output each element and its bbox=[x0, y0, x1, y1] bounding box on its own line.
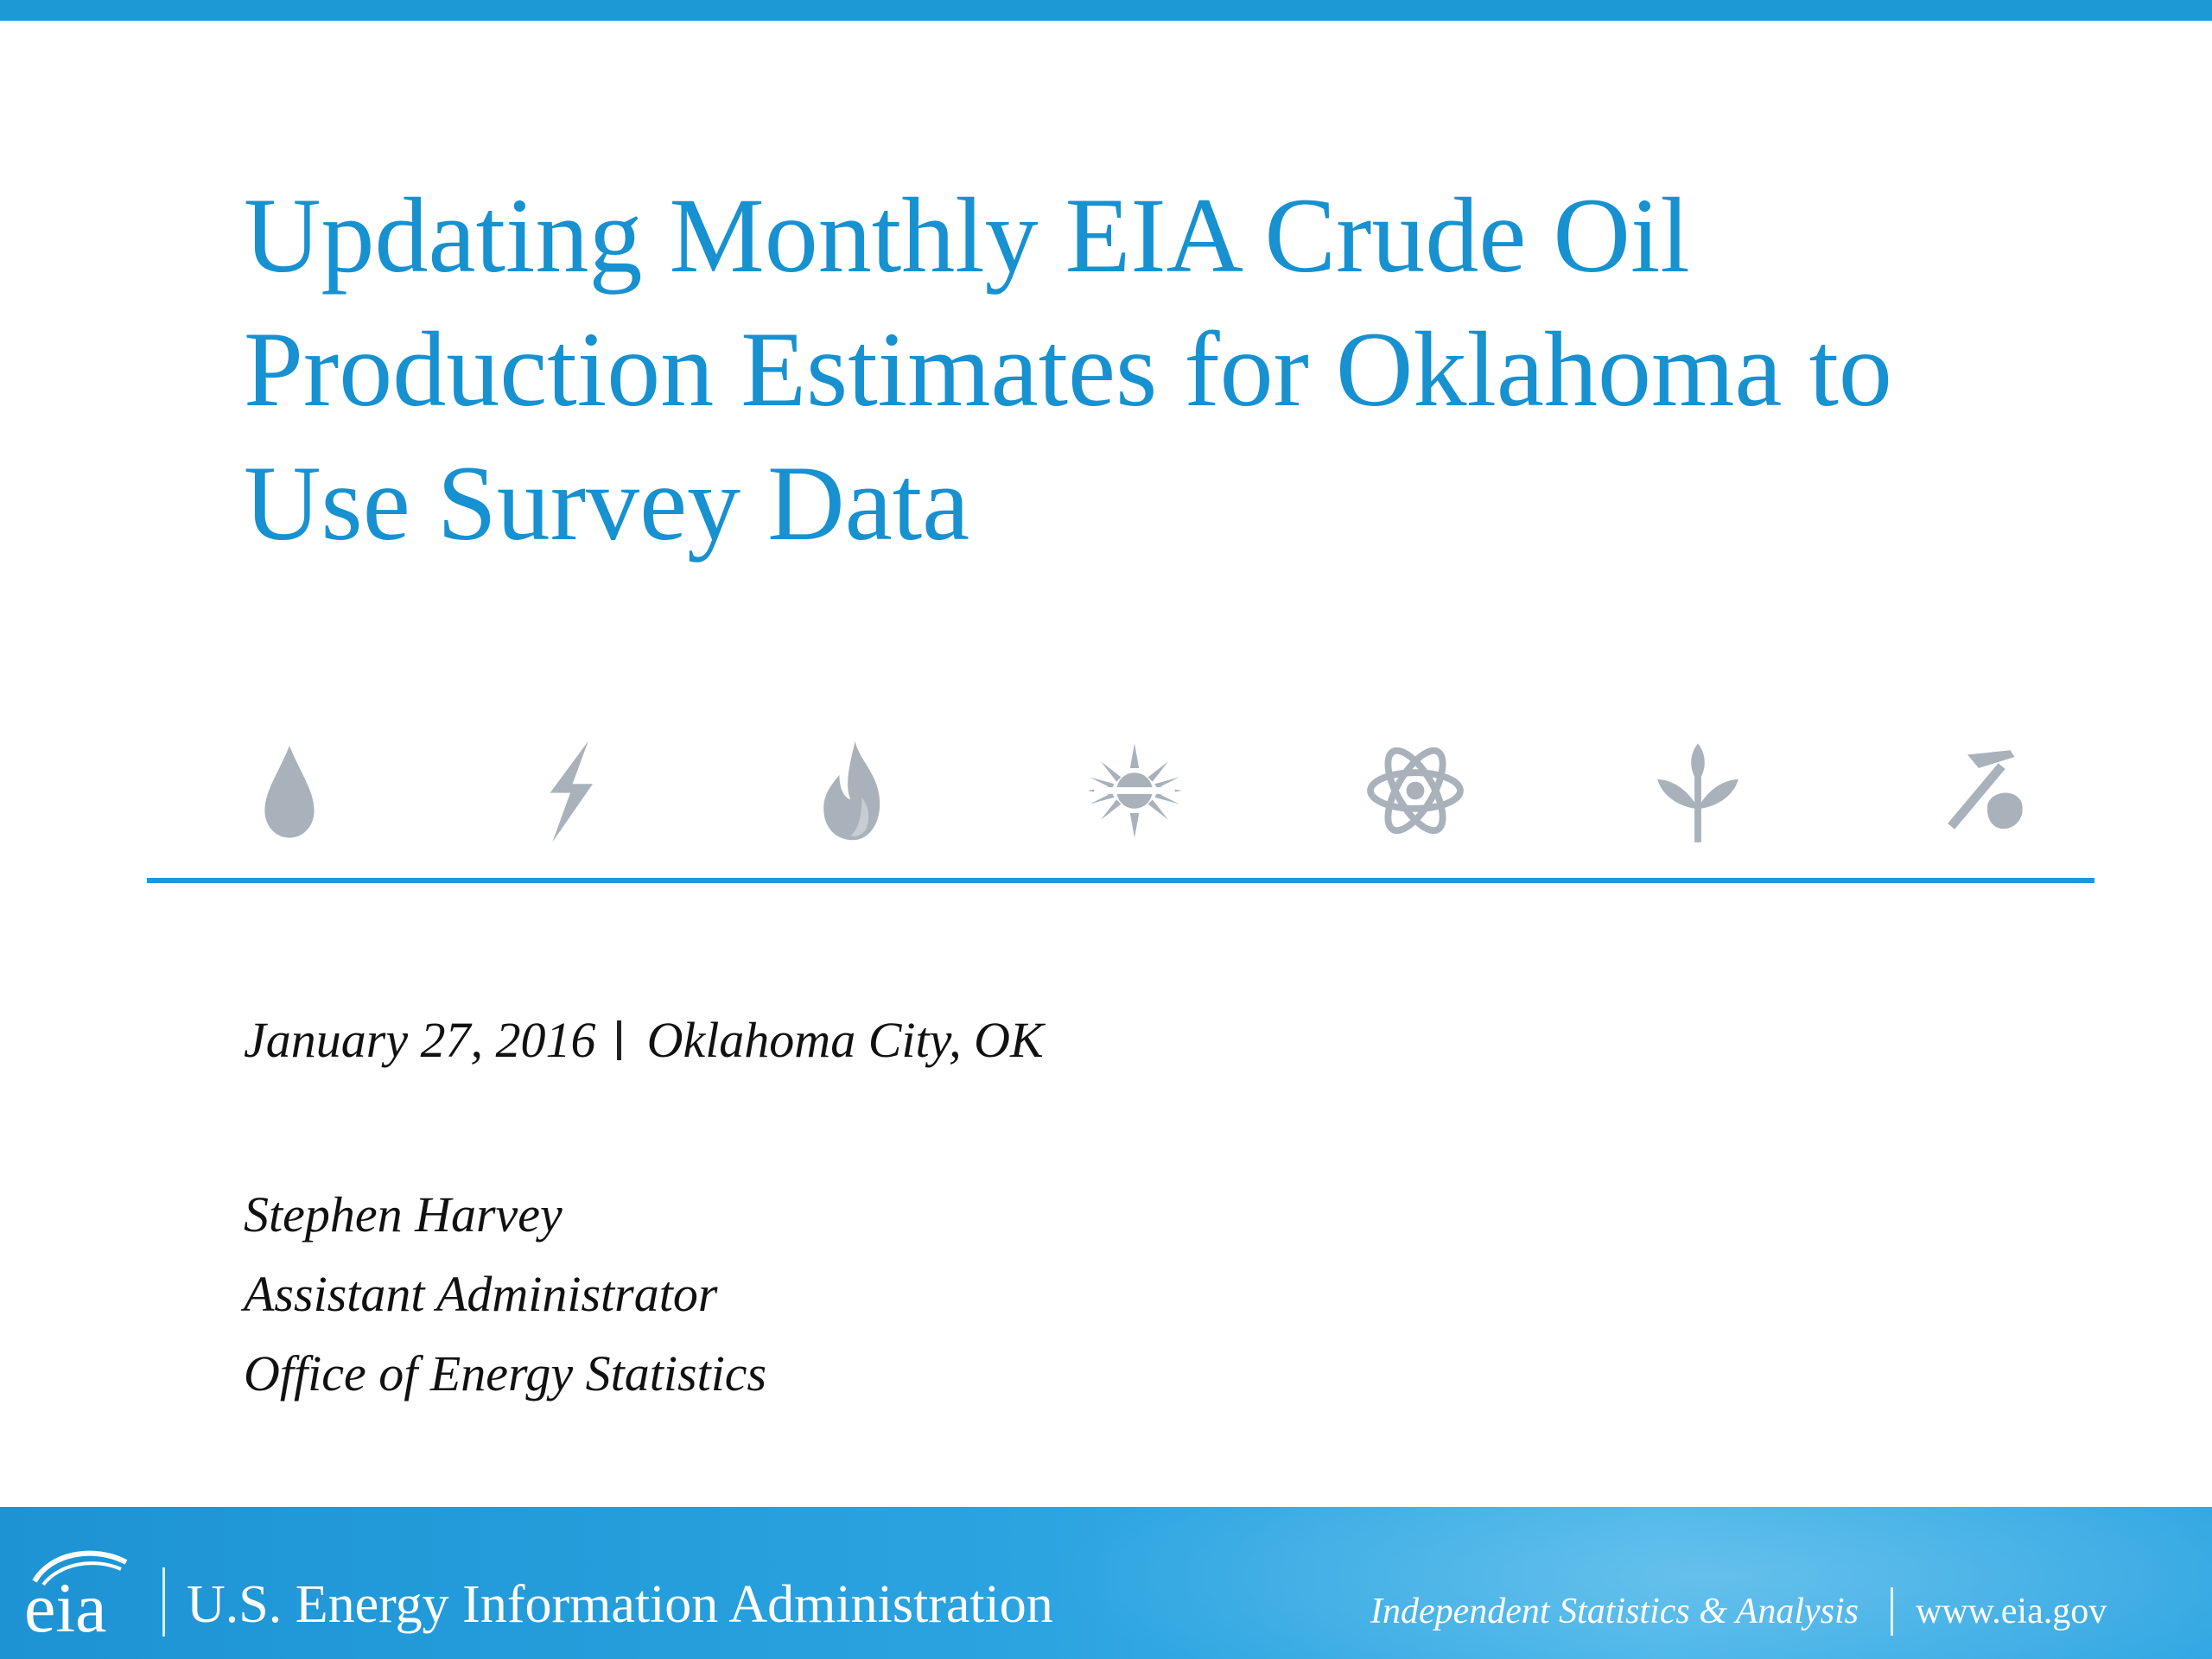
mining-pick-icon bbox=[1923, 734, 2035, 847]
event-date: January 27, 2016 bbox=[244, 1012, 596, 1068]
footer-separator-2 bbox=[1891, 1587, 1893, 1636]
top-accent-bar bbox=[0, 0, 2212, 21]
oil-drop-icon bbox=[233, 734, 346, 847]
eia-logo: eia bbox=[24, 1540, 154, 1643]
event-location: Oklahoma City, OK bbox=[646, 1012, 1044, 1068]
flame-icon bbox=[797, 734, 909, 847]
section-divider bbox=[147, 878, 2094, 883]
title-line-1: Updating Monthly EIA Crude Oil bbox=[244, 176, 1690, 295]
logo-text: eia bbox=[24, 1568, 107, 1647]
event-details: January 27, 2016 Oklahoma City, OK bbox=[244, 1011, 1044, 1069]
sun-icon bbox=[1078, 734, 1191, 847]
presenter-office: Office of Energy Statistics bbox=[244, 1345, 767, 1402]
presenter-name: Stephen Harvey bbox=[244, 1186, 563, 1243]
footer-bar: eia U.S. Energy Information Administrati… bbox=[0, 1507, 2212, 1659]
atom-icon bbox=[1359, 734, 1471, 847]
page-title: Updating Monthly EIA Crude Oil Productio… bbox=[244, 168, 2058, 570]
plant-icon bbox=[1642, 734, 1754, 847]
energy-icons-row bbox=[233, 734, 2023, 847]
title-line-2: Production Estimates for Oklahoma to bbox=[244, 310, 1892, 429]
lightning-icon bbox=[514, 734, 626, 847]
title-line-3: Use Survey Data bbox=[244, 444, 970, 563]
agency-name: U.S. Energy Information Administration bbox=[187, 1575, 1053, 1634]
footer-sheen bbox=[1037, 1507, 2212, 1659]
logo-arc-icon bbox=[32, 1550, 128, 1586]
footer-separator bbox=[162, 1567, 165, 1637]
website-link[interactable]: www.eia.gov bbox=[1916, 1592, 2107, 1631]
presenter-block: Stephen Harvey Assistant Administrator O… bbox=[244, 1175, 766, 1414]
footer-tagline: Independent Statistics & Analysis bbox=[1370, 1592, 1859, 1631]
separator bbox=[616, 1020, 621, 1060]
presenter-role: Assistant Administrator bbox=[244, 1266, 718, 1322]
